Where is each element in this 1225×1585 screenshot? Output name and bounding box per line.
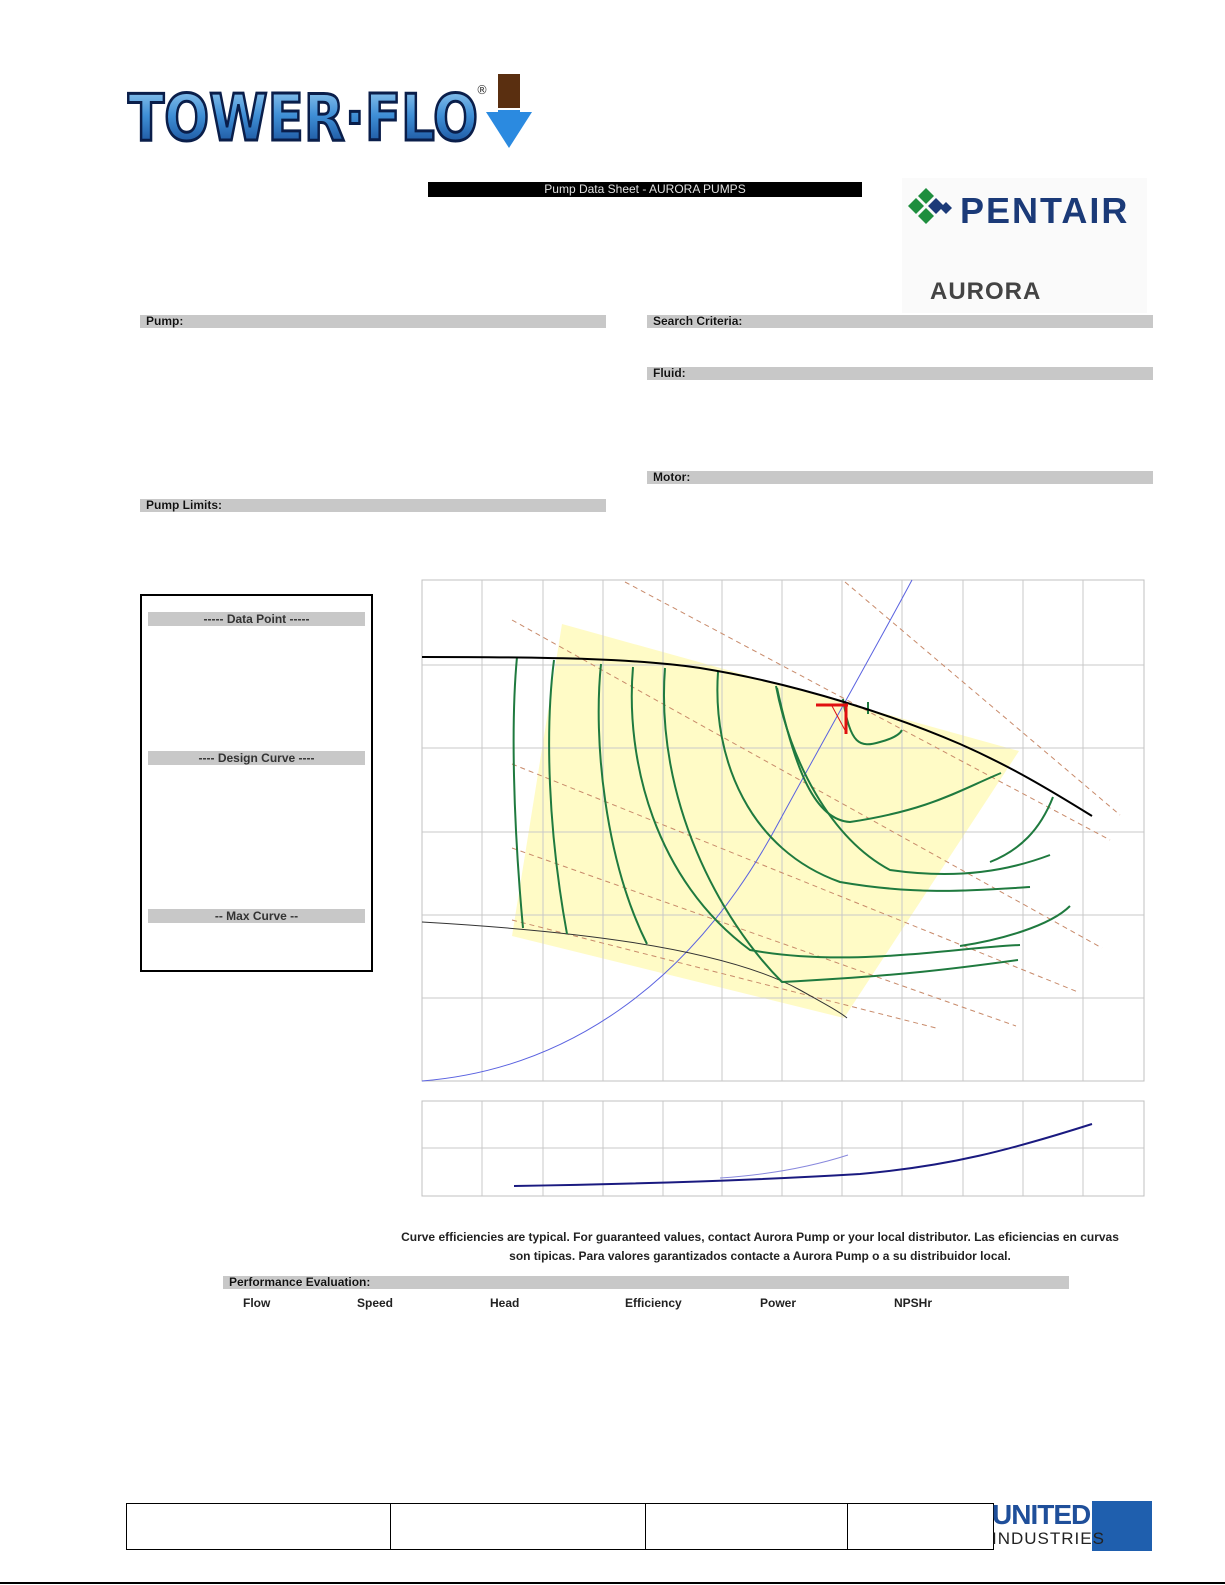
aurora-wordmark: AURORA	[930, 278, 1042, 305]
bottom-rule	[0, 1582, 1225, 1584]
svg-text:®: ®	[476, 83, 488, 97]
svg-text:TOWER·FLO: TOWER·FLO	[128, 82, 478, 152]
performance-evaluation-header: Performance Evaluation:	[223, 1276, 1069, 1289]
pump-section-header: Pump:	[140, 315, 606, 328]
efficiency-note: Curve efficiencies are typical. For guar…	[401, 1230, 1119, 1263]
motor-section-header: Motor:	[647, 471, 1153, 484]
footer-table	[126, 1503, 994, 1550]
page-title: Pump Data Sheet - AURORA PUMPS	[428, 182, 862, 197]
efficiency-curves	[512, 656, 1071, 984]
design-curve-label: ---- Design Curve ----	[148, 751, 365, 765]
pentair-wordmark: PENTAIR	[960, 190, 1130, 231]
pentair-logo: PENTAIR AURORA	[902, 178, 1147, 313]
legend-box: ----- Data Point ----- ---- Design Curve…	[140, 594, 373, 972]
head-curve	[421, 656, 1093, 817]
perf-col-speed: Speed	[357, 1296, 394, 1310]
pump-limits-header: Pump Limits:	[140, 499, 606, 512]
perf-col-efficiency: Efficiency	[625, 1296, 682, 1310]
perf-col-power: Power	[760, 1296, 797, 1310]
perf-col-flow: Flow	[243, 1296, 271, 1310]
power-curve	[513, 1123, 1093, 1187]
perf-col-head: Head	[490, 1296, 520, 1310]
design-point-marker	[816, 703, 848, 734]
system-curve	[421, 579, 913, 1082]
tower-flo-logo: TOWER·FLO ®	[126, 74, 536, 158]
power-grid	[421, 1100, 1145, 1197]
power-curve-thin	[719, 1154, 849, 1179]
operating-region	[512, 624, 1019, 1018]
search-criteria-header: Search Criteria:	[647, 315, 1153, 328]
npsh-curve	[421, 921, 848, 1019]
max-curve-label: -- Max Curve --	[148, 909, 365, 923]
united-industries-logo: UNITED INDUSTRIES	[992, 1501, 1152, 1551]
fluid-section-header: Fluid:	[647, 367, 1153, 380]
perf-col-npshr: NPSHr	[894, 1296, 933, 1310]
data-point-label: ----- Data Point -----	[148, 612, 365, 626]
